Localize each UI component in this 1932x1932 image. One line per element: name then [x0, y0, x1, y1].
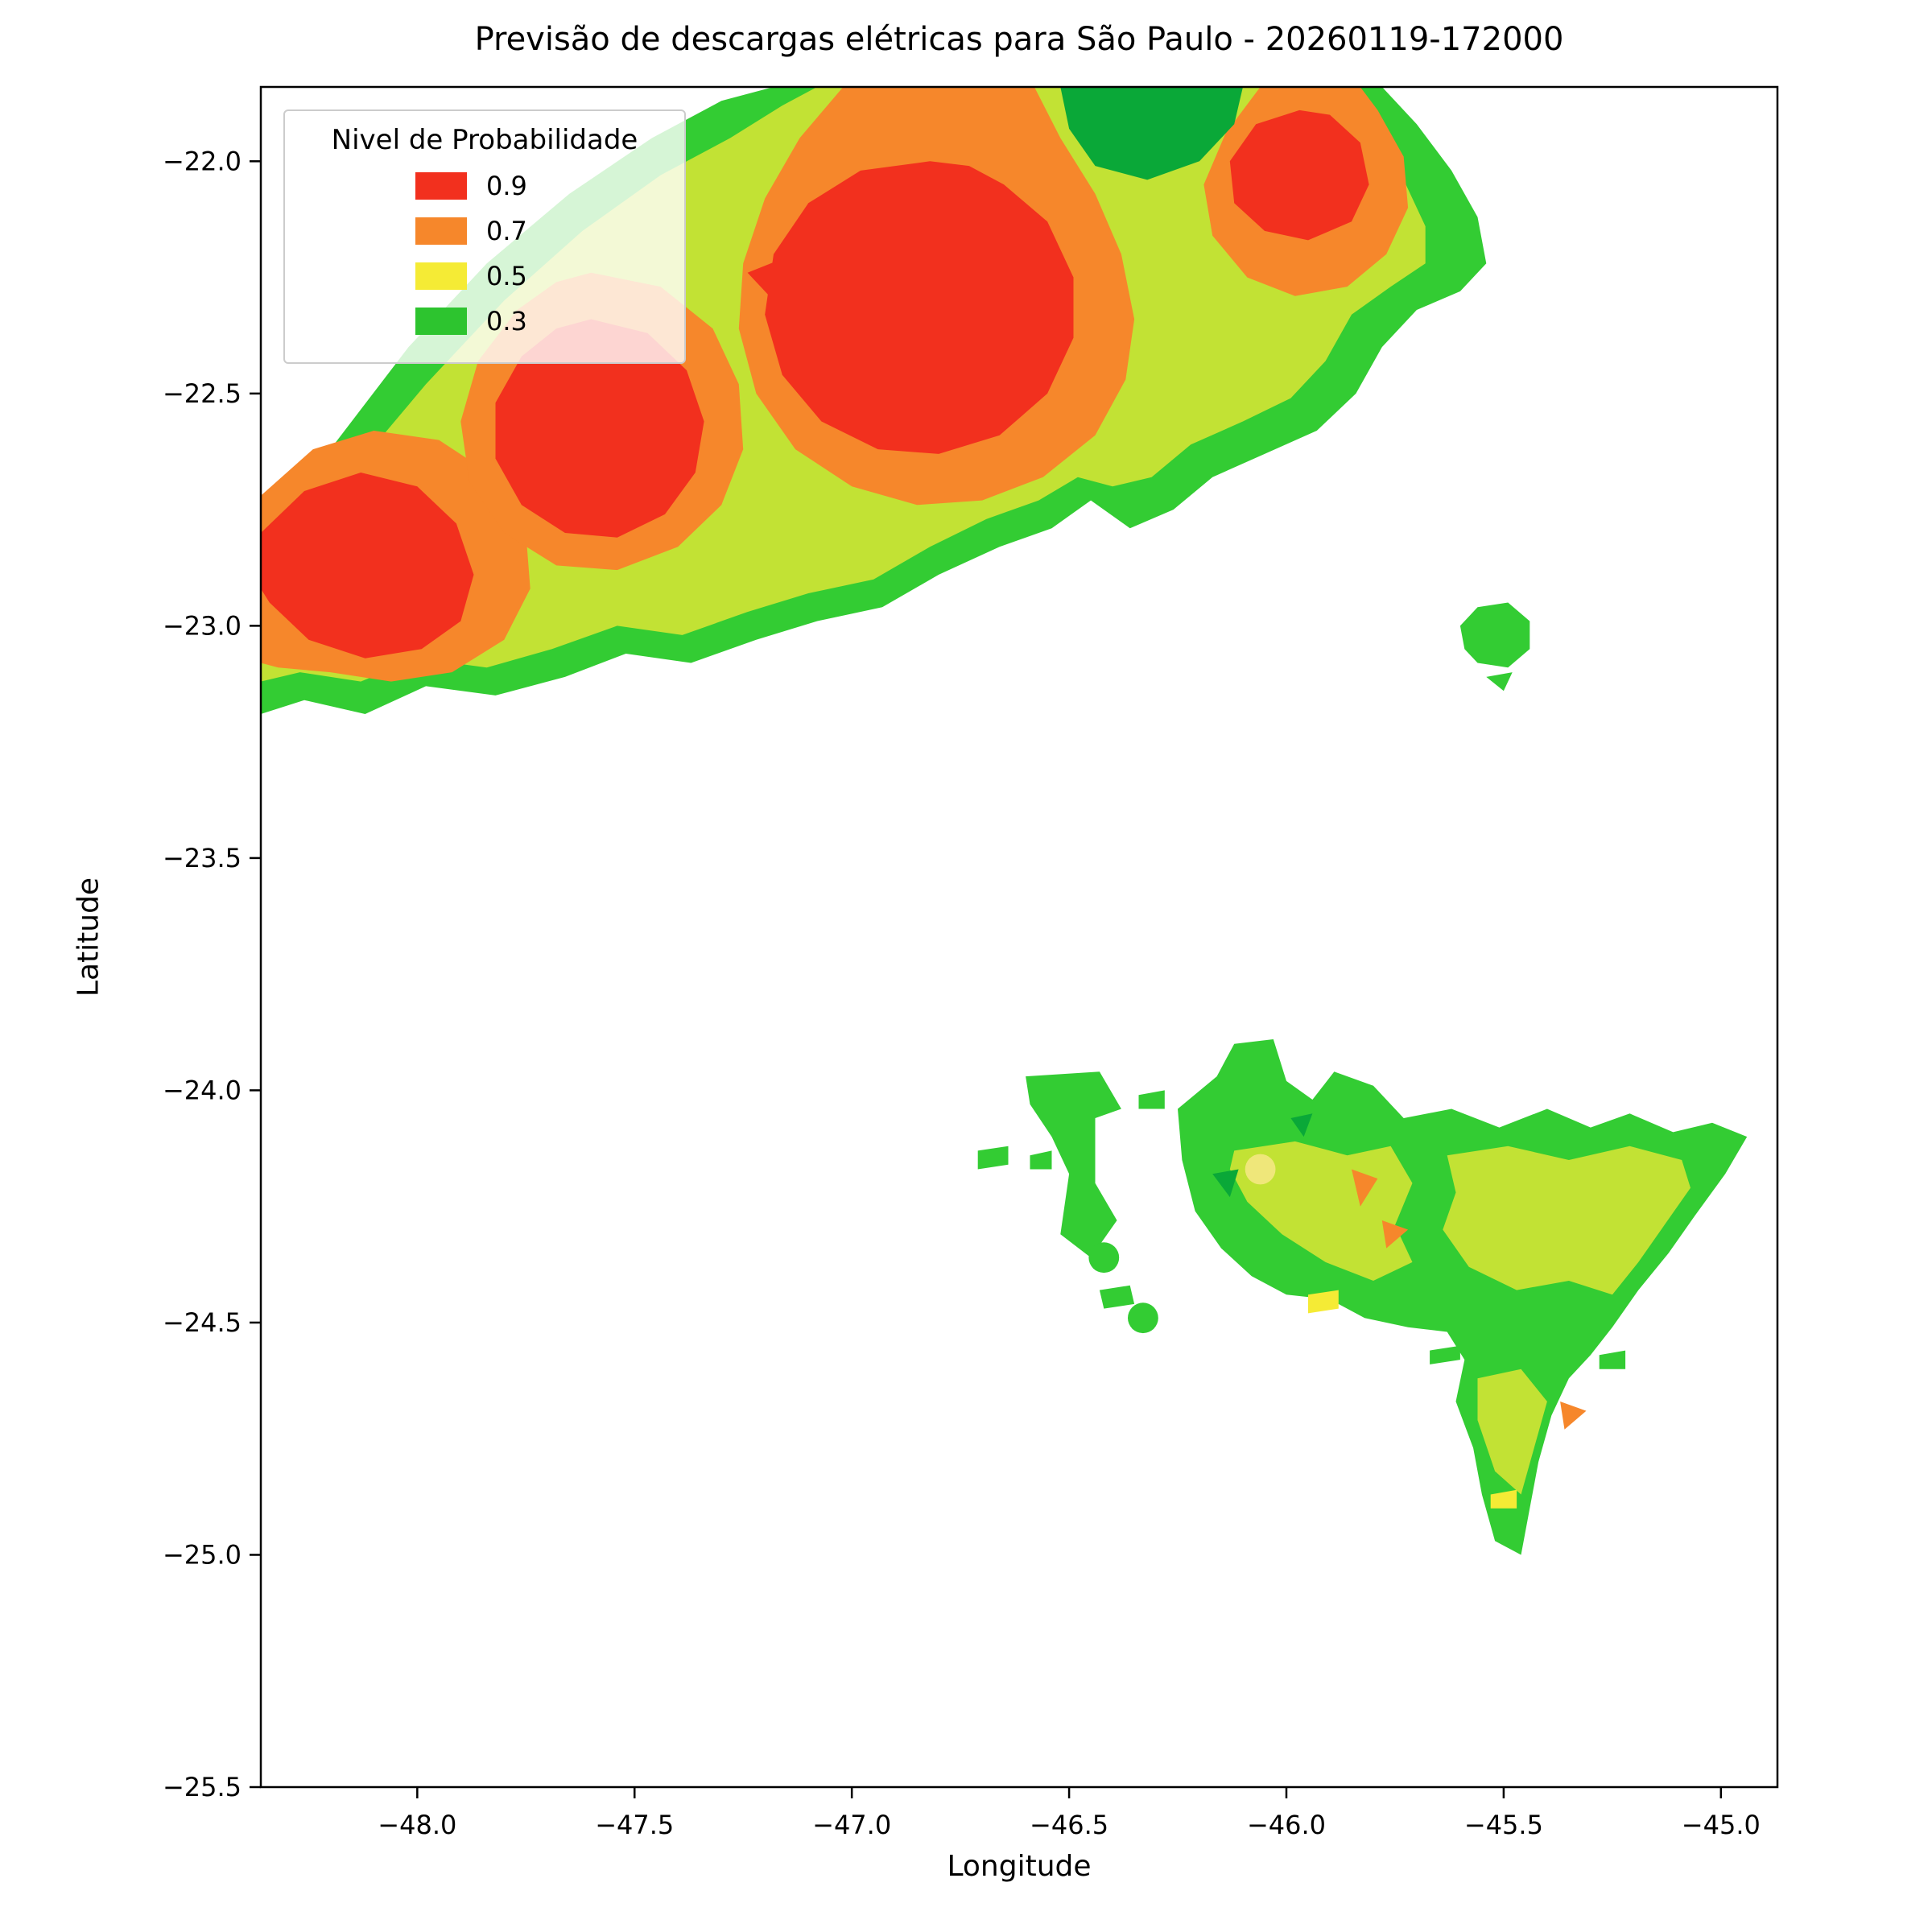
- legend-entry-label: 0.5: [486, 261, 527, 291]
- y-tick-label: −23.5: [163, 843, 242, 873]
- map-region-red-west: [261, 473, 474, 658]
- map-region-south-orange-speck-1: [1352, 1169, 1378, 1207]
- map-region-red-mid: [495, 319, 704, 538]
- legend: Nivel de Probabilidade 0.9 0.7 0.5 0.3: [283, 109, 686, 364]
- legend-title: Nivel de Probabilidade: [331, 124, 638, 156]
- map-region-south-dark-dash-2: [1290, 1113, 1313, 1137]
- x-axis-label: Longitude: [947, 1850, 1092, 1883]
- plot-frame: [259, 85, 1779, 1789]
- x-tick-label: −46.0: [1247, 1810, 1326, 1840]
- map-region-south-05-east: [1443, 1146, 1690, 1295]
- y-tick-label: −24.5: [163, 1307, 242, 1338]
- legend-entry-0.9: 0.9: [295, 171, 675, 201]
- map-region-south-yellow-dash-1: [1308, 1290, 1339, 1314]
- map-region-south-dash-n: [1138, 1090, 1165, 1109]
- legend-items: 0.9 0.7 0.5 0.3: [295, 171, 675, 336]
- legend-color-swatch: [415, 262, 467, 290]
- legend-entry-0.7: 0.7: [295, 216, 675, 246]
- map-region-south-orange-speck-2: [1381, 1220, 1409, 1249]
- map-region-south-strip: [1026, 1071, 1121, 1258]
- map-region-south-dash-w1: [977, 1146, 1009, 1170]
- map-region-south-yellow-dash-2: [1490, 1489, 1517, 1509]
- x-tick-label: −46.5: [1030, 1810, 1108, 1840]
- map-region-south-dash-w3: [1099, 1285, 1135, 1309]
- map-region-south-main: [1178, 1039, 1748, 1555]
- legend-entry-label: 0.3: [486, 306, 527, 336]
- x-tick-label: −47.5: [595, 1810, 674, 1840]
- map-region-red-central-speck: [747, 258, 782, 301]
- map-regions: [261, 87, 1748, 1555]
- map-region-island-east: [1459, 602, 1530, 668]
- legend-entry-0.3: 0.3: [295, 306, 675, 336]
- y-axis-label: Latitude: [72, 877, 105, 997]
- map-region-south-dot-2: [1128, 1302, 1158, 1334]
- x-tick-label: −47.0: [812, 1810, 891, 1840]
- legend-color-swatch: [415, 308, 467, 335]
- x-tick-label: −45.0: [1682, 1810, 1761, 1840]
- y-tick-label: −24.0: [163, 1075, 242, 1105]
- map-region-island-east-dash: [1486, 672, 1513, 691]
- y-tick-label: −25.5: [163, 1772, 242, 1802]
- legend-entry-label: 0.7: [486, 216, 527, 246]
- legend-entry-0.5: 0.5: [295, 261, 675, 291]
- legend-color-swatch: [415, 217, 467, 245]
- map-region-red-east: [1229, 109, 1369, 241]
- map-region-south-05-tail: [1477, 1368, 1547, 1495]
- legend-entry-label: 0.9: [486, 171, 527, 201]
- map-region-red-central: [765, 161, 1074, 454]
- legend-color-swatch: [415, 172, 467, 200]
- map-region-south-dot-1: [1088, 1242, 1120, 1274]
- x-tick-label: −45.5: [1464, 1810, 1543, 1840]
- map-region-low-patch-north: [1060, 87, 1243, 180]
- map-region-south-orange-speck-3: [1560, 1402, 1587, 1430]
- map-region-south-dash-w2: [1030, 1150, 1052, 1170]
- map-region-south-pale-dot: [1245, 1154, 1276, 1185]
- y-tick-label: −22.5: [163, 378, 242, 409]
- map-region-south-dash-tail-r: [1599, 1350, 1626, 1369]
- y-tick-label: −25.0: [163, 1539, 242, 1570]
- y-tick-label: −23.0: [163, 610, 242, 641]
- map-region-south-dash-tail-l: [1430, 1345, 1460, 1364]
- x-tick-label: −48.0: [378, 1810, 456, 1840]
- map-region-south-dark-dash-1: [1212, 1169, 1239, 1198]
- page-title: Previsão de descargas elétricas para São…: [474, 21, 1564, 58]
- y-tick-label: −22.0: [163, 146, 242, 176]
